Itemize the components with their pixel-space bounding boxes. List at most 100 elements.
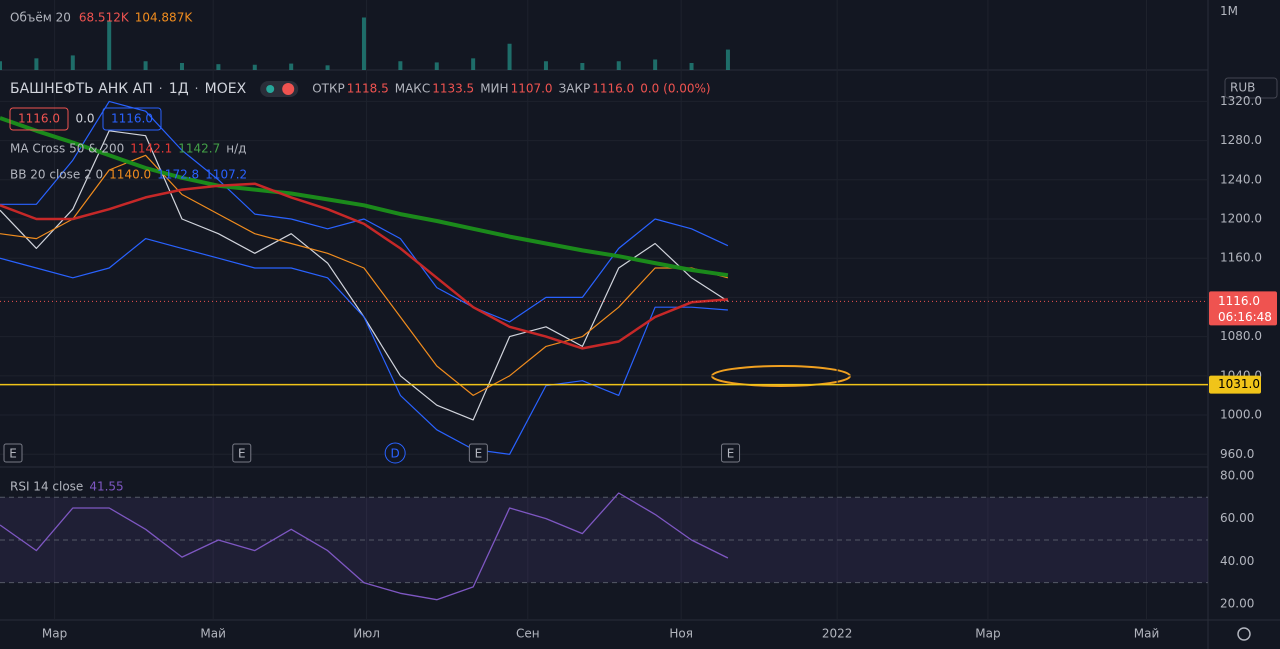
volume-bar [653,59,658,70]
y-tick-label: 60.00 [1220,511,1254,525]
indicator-value: 1107.2 [205,168,247,182]
ohlc-value: 1116.0 [592,82,634,96]
volume-bar [325,65,330,70]
y-tick-label: 1M [1220,4,1238,18]
y-tick-label: 1160.0 [1220,251,1262,265]
y-tick-label: 1320.0 [1220,94,1262,108]
status-dot [282,83,295,95]
series-line [0,238,728,455]
countdown: 06:16:48 [1218,310,1272,324]
volume-value: 68.512K [79,11,130,25]
event-label[interactable]: E [727,447,735,461]
volume-bar [252,64,257,70]
volume-bar [70,55,75,70]
last-price-tag [1209,291,1277,326]
settings-icon[interactable] [1237,627,1251,641]
volume-bar [179,63,184,70]
indicator-value: 1140.0 [109,168,151,182]
event-marker[interactable] [468,443,488,463]
volume-bar [143,61,148,70]
indicator-value: 1172.8 [157,168,199,182]
indicator-name: MA Cross 50 & 200 [10,142,124,156]
indicator-name: BB 20 close 2 0 [10,168,103,182]
currency: RUB [1230,81,1255,95]
ohlc-label: ЗАКР [559,82,591,96]
volume-bar [216,64,221,70]
event-label[interactable]: E [9,447,17,461]
level-tag [1209,375,1261,394]
volume-bar [725,49,730,70]
x-tick-label: 2022 [822,627,853,641]
event-label[interactable]: D [391,447,400,461]
indicator-value: 1142.7 [178,142,220,156]
ohlc-value: 1118.5 [347,82,389,96]
currency-button[interactable] [1224,77,1278,99]
y-tick-label: 40.00 [1220,554,1254,568]
x-tick-label: Май [1134,627,1160,641]
volume-bar [580,63,585,70]
last-price-label: 1116.0 [1218,294,1260,308]
change: 0.0 (0.00%) [640,82,710,96]
y-tick-label: 80.00 [1220,468,1254,482]
series-line [0,100,729,323]
y-tick-label: 1240.0 [1220,172,1262,186]
level-label: 1031.0 [1218,377,1260,391]
x-tick-label: Мар [42,627,67,641]
event-marker[interactable] [384,442,406,464]
indicator-value: н/д [226,142,246,156]
volume-value: 104.887K [135,11,194,25]
volume-title: Объём 20 [10,11,71,25]
volume-bar [398,61,403,70]
volume-bar [507,43,512,70]
y-tick-label: 960.0 [1220,447,1254,461]
ohlc-label: ОТКР [312,82,345,96]
ask-box[interactable] [102,107,162,131]
ohlc-label: МИН [480,82,508,96]
symbol: БАШНЕФТЬ АНК АП [10,81,153,97]
y-tick-label: 1280.0 [1220,133,1262,147]
event-marker[interactable] [232,443,252,463]
ohlc-value: 1133.5 [432,82,474,96]
separator: · [195,82,199,96]
volume-bar [0,61,2,70]
series-line [0,182,728,350]
rsi-value: 41.55 [89,480,123,494]
series-line [0,116,729,278]
volume-bar [361,17,366,70]
ask: 1116.0 [111,112,153,126]
y-tick-label: 1200.0 [1220,211,1262,225]
x-tick-label: Май [200,627,226,641]
series-line [0,154,729,396]
spread: 0.0 [75,112,94,126]
status-dot [266,85,275,93]
volume-bar [107,20,112,71]
event-label[interactable]: E [475,447,483,461]
volume-bar [34,58,39,70]
bid-box[interactable] [9,107,69,131]
ohlc-value: 1107.0 [511,82,553,96]
y-tick-label: 20.00 [1220,596,1254,610]
indicator-value: 1142.1 [130,142,172,156]
y-tick-label: 1080.0 [1220,329,1262,343]
volume-bar [471,58,476,70]
exchange: MOEX [205,81,247,97]
rsi-title: RSI 14 close [10,480,83,494]
interval: 1Д [169,81,189,97]
ohlc-label: МАКС [395,82,430,96]
x-tick-label: Сен [516,627,540,641]
volume-bar [543,61,548,70]
x-tick-label: Мар [975,627,1000,641]
volume-bar [689,63,694,70]
y-tick-label: 1000.0 [1220,408,1262,422]
volume-bar [616,61,621,70]
volume-bar [289,63,294,70]
separator: · [159,82,163,96]
event-marker[interactable] [721,443,741,463]
bid: 1116.0 [18,112,60,126]
event-marker[interactable] [3,443,23,463]
series-line [0,492,729,601]
x-tick-label: Ноя [669,627,693,641]
event-label[interactable]: E [238,447,246,461]
